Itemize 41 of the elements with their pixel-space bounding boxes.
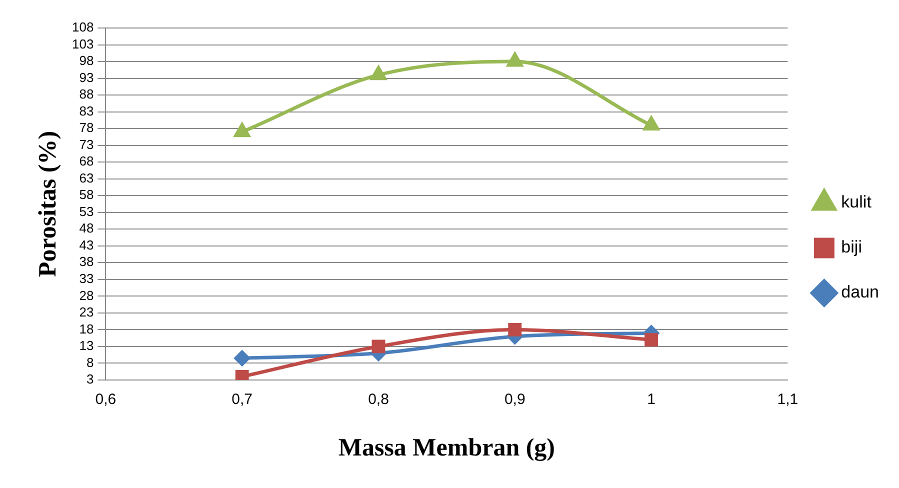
x-tick-label: 0,6 <box>95 391 116 408</box>
y-tick-label: 43 <box>79 237 94 252</box>
point <box>508 323 522 336</box>
y-tick-label: 8 <box>86 354 94 370</box>
y-tick-label: 48 <box>79 220 94 236</box>
y-tick-label: 23 <box>79 304 94 320</box>
legend-label: biji <box>841 238 862 257</box>
y-tick-label: 83 <box>79 103 94 118</box>
y-tick-label: 13 <box>79 338 94 354</box>
y-tick-label: 33 <box>79 271 94 286</box>
y-tick-label: 63 <box>79 170 94 186</box>
y-tick-label: 78 <box>79 120 94 136</box>
y-tick-label: 73 <box>79 136 94 152</box>
y-tick-label: 98 <box>79 53 94 68</box>
y-axis-title: Porositas (%) <box>34 130 62 278</box>
y-tick-label: 28 <box>79 288 94 303</box>
y-tick-label: 38 <box>79 254 94 270</box>
point <box>644 333 658 346</box>
y-tick-label: 88 <box>79 86 94 102</box>
legend-label: kulit <box>841 192 872 212</box>
x-axis-title: Massa Membran (g) <box>338 434 556 462</box>
point <box>234 350 250 366</box>
x-tick-label: 1 <box>647 391 656 408</box>
point <box>372 340 386 354</box>
x-tick-label: 1,1 <box>777 391 798 408</box>
y-tick-label: 68 <box>79 154 94 169</box>
y-tick-label: 3 <box>86 372 94 387</box>
y-tick-label: 58 <box>79 187 94 202</box>
y-tick-label: 93 <box>79 70 94 85</box>
y-tick-label: 18 <box>79 321 94 336</box>
x-tick-label: 0,7 <box>232 391 253 408</box>
point <box>507 52 523 67</box>
point <box>370 66 386 80</box>
y-tick-label: 103 <box>72 36 94 52</box>
x-tick-label: 0,9 <box>504 391 526 408</box>
x-tick-label: 0,8 <box>368 391 389 408</box>
legend-label: daun <box>841 282 880 302</box>
y-tick-label: 108 <box>72 20 94 35</box>
point <box>234 123 250 138</box>
y-tick-label: 53 <box>79 204 94 219</box>
point <box>643 116 660 130</box>
